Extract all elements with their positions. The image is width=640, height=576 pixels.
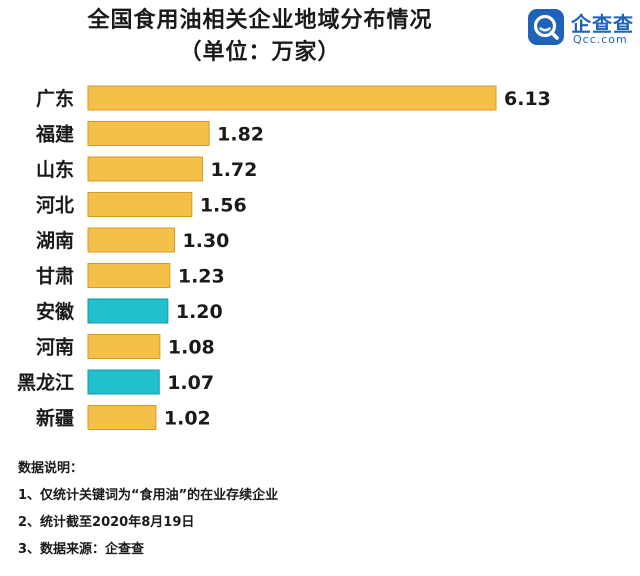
category-label: 河北 <box>36 195 74 217</box>
bar-8 <box>87 369 160 395</box>
logo-name-en: Qcc.com <box>573 33 628 46</box>
category-label: 安徽 <box>36 300 75 323</box>
category-label: 广东 <box>36 87 74 110</box>
bar-7 <box>87 334 161 359</box>
value-label: 1.07 <box>167 372 214 394</box>
value-label: 1.72 <box>210 159 257 181</box>
bar-4 <box>87 227 176 253</box>
value-label: 1.82 <box>217 124 264 146</box>
value-label: 1.08 <box>168 337 215 359</box>
note-item-3: 3、数据来源：企查查 <box>18 542 145 557</box>
value-label: 1.23 <box>178 266 225 288</box>
bar-chart: 广东 6.13 福建 1.82 山东 1.72 河北 1.56 湖南 1.30 甘肃 1.23 安徽 1.… <box>17 85 551 430</box>
note-item-2: 2、统计截至2020年8月19日 <box>18 515 195 530</box>
bar-0 <box>87 85 497 111</box>
value-label: 1.30 <box>183 230 230 252</box>
bar-3 <box>87 192 193 217</box>
bar-9 <box>87 405 157 430</box>
bar-2 <box>87 156 203 182</box>
qcc-logo-icon <box>528 9 564 45</box>
value-label: 6.13 <box>504 88 551 110</box>
notes-heading: 数据说明： <box>18 461 84 476</box>
category-label: 新疆 <box>36 407 74 430</box>
qcc-logo: 企查查 Qcc.com <box>527 6 637 50</box>
value-label: 1.56 <box>200 195 247 217</box>
data-notes: 数据说明： 1、仅统计关键词为“食用油”的在业存续企业 2、统计截至2020年8… <box>18 460 618 568</box>
chart-subtitle: （单位：万家） <box>179 40 341 65</box>
category-label: 湖南 <box>36 230 74 252</box>
value-label: 1.02 <box>164 408 211 430</box>
category-label: 山东 <box>36 158 74 181</box>
bar-6 <box>87 298 169 324</box>
value-label: 1.20 <box>176 301 223 323</box>
bar-1 <box>87 121 210 146</box>
bar-5 <box>87 263 171 288</box>
category-label: 黑龙江 <box>17 371 74 394</box>
note-item-1: 1、仅统计关键词为“食用油”的在业存续企业 <box>18 488 279 503</box>
title-block: 全国食用油相关企业地域分布情况 （单位：万家） <box>0 6 520 68</box>
logo-name-cn: 企查查 <box>571 12 634 36</box>
category-label: 福建 <box>35 123 74 146</box>
category-label: 甘肃 <box>36 265 74 288</box>
category-label: 河南 <box>36 337 74 359</box>
chart-title: 全国食用油相关企业地域分布情况 <box>87 8 433 33</box>
